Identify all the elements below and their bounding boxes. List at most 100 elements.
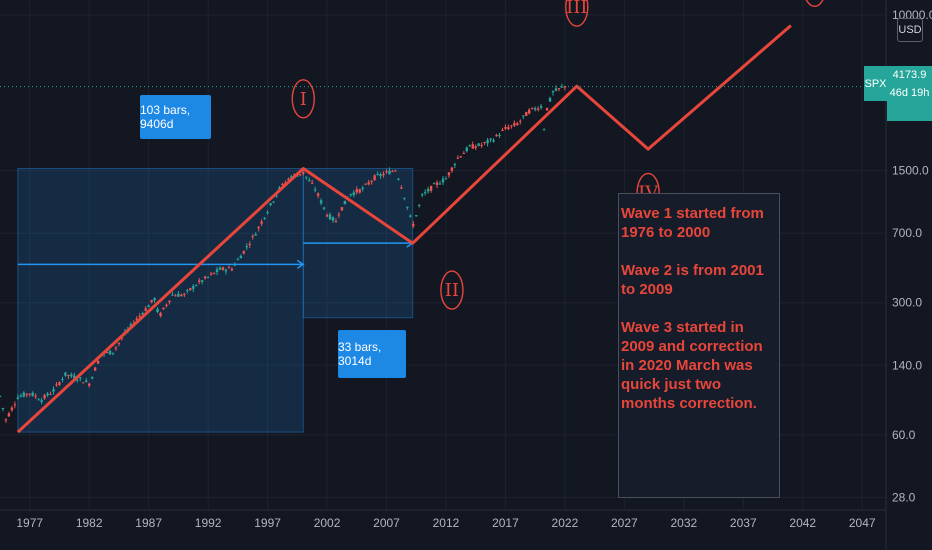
x-tick-label: 1987 (135, 516, 162, 530)
candle-body (530, 107, 534, 109)
candle-body (87, 383, 91, 386)
candle-body (159, 312, 162, 317)
candle-body (0, 395, 2, 397)
candle-body (507, 127, 510, 130)
candle-body (533, 108, 537, 110)
candle-body (474, 146, 477, 148)
candle-body (37, 399, 40, 401)
candle-body (281, 183, 284, 185)
candle-body (349, 194, 353, 196)
candle-body (462, 153, 466, 155)
candle-body (441, 178, 445, 183)
candle-body (513, 123, 516, 126)
candle-body (10, 407, 14, 411)
candle-body (456, 157, 460, 159)
candle-body (260, 221, 263, 224)
candle-body (168, 300, 171, 303)
candle-body (313, 189, 317, 191)
candle-body (156, 308, 159, 312)
candle-body (400, 187, 403, 189)
candle-body (93, 367, 97, 371)
candle-body (55, 384, 58, 386)
candle-body (361, 187, 364, 189)
candle-body (212, 272, 216, 274)
candle-body (114, 347, 118, 349)
candle-body (423, 192, 427, 194)
candle-body (49, 393, 52, 395)
candle-body (242, 250, 245, 254)
candle-body (13, 404, 17, 406)
candle-body (444, 178, 448, 180)
candle-body (435, 182, 439, 185)
y-tick-label: 60.0 (892, 428, 916, 442)
candle-body (257, 226, 260, 229)
candle-body (90, 376, 94, 379)
x-tick-label: 2037 (730, 516, 757, 530)
candle-body (412, 223, 415, 227)
wave-label-circle (291, 79, 315, 119)
candle-body (200, 280, 204, 282)
candle-body (432, 183, 436, 185)
wave-label-circle (805, 0, 824, 8)
candle-body (310, 182, 314, 184)
measure-tools (17, 167, 415, 433)
candle-body (293, 174, 296, 176)
candle-body (337, 214, 341, 216)
candle-body (218, 267, 222, 270)
y-tick-label: 700.0 (892, 226, 922, 240)
candle-body (352, 192, 356, 196)
x-tick-label: 2047 (849, 516, 876, 530)
candle-body (501, 130, 504, 132)
candle-body (287, 178, 290, 180)
candle-body (43, 395, 46, 399)
candle-body (308, 179, 311, 182)
candle-body (343, 200, 347, 205)
candle-body (453, 164, 457, 166)
candle-body (61, 379, 64, 381)
candle-body (477, 143, 480, 146)
candle-body (376, 174, 379, 176)
candle-body (227, 267, 231, 269)
candle-body (510, 125, 513, 127)
x-tick-label: 2022 (552, 516, 579, 530)
x-tick-label: 2007 (373, 516, 400, 530)
y-tick-label: 300.0 (892, 296, 922, 310)
x-tick-label: 1997 (254, 516, 281, 530)
candle-body (325, 215, 329, 217)
candle-body (358, 189, 361, 193)
candle-body (64, 372, 67, 376)
candle-body (147, 305, 150, 308)
candle-body (236, 259, 240, 261)
candle-body (269, 203, 272, 206)
candle-body (177, 293, 180, 297)
y-tick-label: 140.0 (892, 358, 922, 372)
wave-label-text: III (566, 0, 587, 18)
candle-body (209, 273, 213, 275)
candle-body (409, 215, 412, 217)
currency-button[interactable]: USD (897, 18, 923, 42)
candle-body (290, 176, 293, 179)
x-axis: 1977 1982 1987 1992 1997 2002 2007 2012 2017 2022… (0, 509, 886, 530)
candle-body (340, 207, 344, 211)
candle-body (171, 294, 174, 296)
candle-body (186, 290, 189, 292)
candle-body (245, 246, 248, 248)
candle-body (58, 382, 61, 385)
last-price-value: 4173.9 (892, 69, 927, 81)
candle-body (150, 299, 153, 303)
candle-body (22, 392, 25, 397)
candle-body (198, 280, 201, 282)
candle-body (302, 171, 305, 174)
candle-body (382, 173, 385, 176)
candle-body (554, 88, 558, 91)
candle-body (545, 107, 549, 111)
y-tick-label: 1500.0 (892, 164, 929, 178)
candle-body (70, 374, 73, 377)
candle-body (4, 419, 8, 421)
candle-body (525, 111, 528, 116)
candle-body (117, 342, 121, 344)
candle-body (334, 221, 338, 223)
candle-body (162, 307, 165, 310)
candle-body (370, 180, 373, 182)
